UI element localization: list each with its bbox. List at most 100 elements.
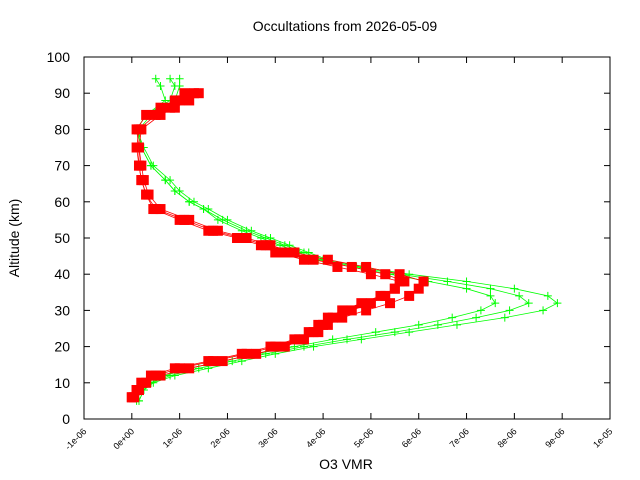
- x-tick-label: 4e-06: [304, 426, 327, 449]
- series-1-point: [166, 74, 175, 83]
- y-tick-label: 60: [54, 194, 70, 210]
- series-2-point: [394, 276, 405, 287]
- series-1-point: [491, 299, 500, 308]
- y-axis-label: Altitude (km): [6, 199, 22, 278]
- x-tick-label: 1e-05: [591, 426, 614, 449]
- series-1-point: [448, 313, 457, 322]
- x-tick-label: 5e-06: [352, 426, 375, 449]
- series-2-point: [413, 283, 424, 294]
- series-1-point: [151, 74, 160, 83]
- series-2-point: [265, 240, 276, 251]
- series-1-profile-line: [136, 78, 496, 402]
- series-2-point: [365, 298, 376, 309]
- series-2-point: [208, 356, 219, 367]
- series-2-point: [337, 312, 348, 323]
- series-1-point: [505, 306, 514, 315]
- series-2-point: [294, 334, 305, 345]
- x-tick-label: 3e-06: [256, 426, 279, 449]
- series-2-point: [270, 341, 281, 352]
- y-tick-label: 10: [54, 375, 70, 391]
- y-tick-label: 30: [54, 302, 70, 318]
- series-2-point: [356, 298, 367, 309]
- x-axis-label: O3 VMR: [319, 456, 373, 472]
- y-tick-label: 80: [54, 121, 70, 137]
- series-2-point: [141, 189, 152, 200]
- series-2-point: [133, 160, 144, 171]
- series-1-point: [170, 81, 179, 90]
- series-1-point: [228, 357, 237, 366]
- series-2-point: [270, 247, 281, 258]
- series-1-point: [185, 197, 194, 206]
- series-2-point: [361, 261, 372, 272]
- series-2-point: [136, 377, 147, 388]
- series-1-point: [194, 364, 203, 373]
- chart-title: Occultations from 2026-05-09: [253, 18, 438, 34]
- series-2-point: [375, 290, 386, 301]
- series-2-point: [346, 305, 357, 316]
- series-1-point: [462, 284, 471, 293]
- y-tick-label: 70: [54, 158, 70, 174]
- series-1-point: [543, 291, 552, 300]
- series-2-point: [155, 102, 166, 113]
- series-2-point: [232, 233, 243, 243]
- y-tick-label: 50: [54, 230, 70, 246]
- series-1-point: [486, 291, 495, 300]
- y-tick-label: 100: [47, 49, 71, 65]
- series-2-point: [322, 254, 333, 265]
- series-2-point: [174, 363, 185, 374]
- series-1-point: [175, 74, 184, 83]
- series-1-profile-line: [138, 78, 530, 402]
- y-tick-label: 40: [54, 266, 70, 282]
- series-2-point: [133, 124, 144, 135]
- series-2-point: [188, 88, 199, 99]
- series-2-point: [184, 214, 195, 225]
- series-2-point: [126, 392, 137, 403]
- series-2-point: [322, 312, 333, 323]
- series-1-point: [170, 186, 179, 195]
- series-2-point: [150, 370, 161, 381]
- series-2-point: [337, 305, 348, 316]
- series-2-point: [184, 363, 195, 374]
- series-2-point: [131, 142, 142, 153]
- series-1-point: [414, 320, 423, 329]
- series-2-point: [155, 204, 166, 215]
- series-2-point: [389, 283, 400, 294]
- series-1-point: [390, 328, 399, 337]
- series-2-point: [131, 385, 142, 396]
- series-2-point: [251, 348, 262, 359]
- series-1-point: [510, 284, 519, 293]
- series-2-point: [380, 269, 391, 280]
- series-2-point: [174, 95, 185, 106]
- series-1-point: [199, 205, 208, 214]
- x-tick-label: 1e-06: [161, 426, 184, 449]
- series-2-point: [217, 356, 228, 367]
- series-1-point: [486, 284, 495, 293]
- series-2-point: [322, 319, 333, 330]
- x-tick-label: 0e+00: [111, 426, 136, 451]
- series-1-point: [515, 291, 524, 300]
- series-2-point: [141, 109, 152, 120]
- series-2-point: [361, 305, 372, 316]
- series-2-point: [184, 95, 195, 106]
- series-1-point: [472, 313, 481, 322]
- series-2-point: [212, 225, 223, 236]
- x-tick-label: 9e-06: [543, 426, 566, 449]
- x-tick-label: -1e-06: [63, 426, 88, 451]
- series-2-point: [394, 269, 405, 280]
- series-2-point: [165, 102, 176, 113]
- series-2-point: [385, 298, 396, 309]
- series-1-point: [443, 277, 452, 286]
- x-tick-label: 8e-06: [495, 426, 518, 449]
- series-1-point: [433, 320, 442, 329]
- series-2-point: [404, 290, 415, 301]
- series-1-point: [371, 328, 380, 337]
- series-1-point: [524, 299, 533, 308]
- series-2-point: [136, 175, 147, 186]
- series-2-point: [279, 247, 290, 258]
- series-2-point: [203, 225, 214, 236]
- series-2-point: [418, 276, 429, 287]
- series-2-point: [255, 240, 266, 251]
- series-2-point: [179, 88, 190, 99]
- series-2-point: [150, 109, 161, 120]
